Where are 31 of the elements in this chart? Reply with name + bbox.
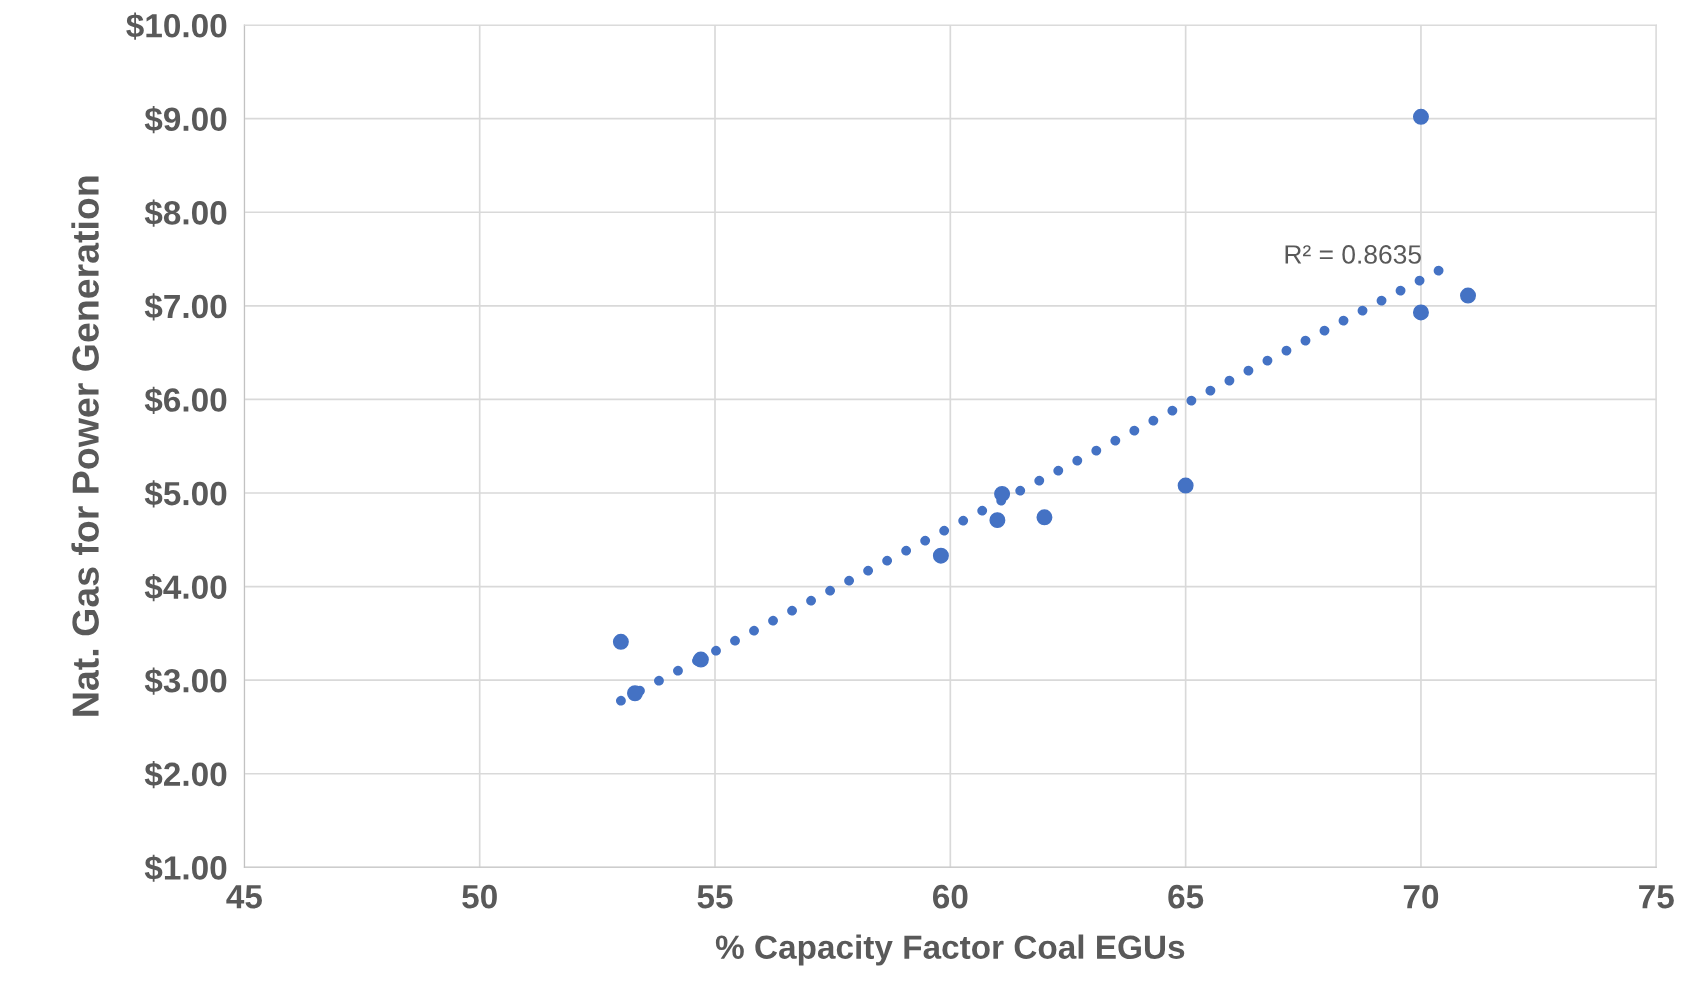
point <box>994 485 1011 502</box>
point <box>932 547 949 564</box>
point <box>1036 509 1053 526</box>
y-tick-label: $6.00 <box>144 386 227 414</box>
y-tick-label: $4.00 <box>144 573 227 602</box>
x-axis-title: % Capacity Factor Coal EGUs <box>715 934 1185 966</box>
y-tick-label: $1.00 <box>144 854 227 882</box>
x-tick-label: 60 <box>933 884 968 909</box>
y-tick-label: $9.00 <box>144 106 227 134</box>
y-tick-label: $3.00 <box>144 667 227 695</box>
point <box>989 512 1006 529</box>
x-tick-label: 45 <box>226 885 262 909</box>
point <box>612 633 629 650</box>
point <box>1412 304 1429 321</box>
y-tick-label: $10.00 <box>126 12 227 40</box>
y-tick-label: $7.00 <box>144 293 227 321</box>
point <box>1412 108 1429 125</box>
y-tick-label: $2.00 <box>144 761 227 789</box>
x-tick-label: 70 <box>1403 884 1439 909</box>
x-tick-label: 55 <box>697 885 733 909</box>
point <box>627 685 643 702</box>
point <box>1177 477 1194 494</box>
point <box>1460 287 1476 304</box>
annotation: R² = 0.8635 <box>1285 245 1421 264</box>
point <box>692 651 709 668</box>
x-tick-label: 50 <box>462 884 497 909</box>
y-tick-label: $8.00 <box>144 199 227 227</box>
x-tick-label: 65 <box>1168 884 1204 909</box>
x-tick-label: 75 <box>1639 885 1674 909</box>
y-tick-label: $5.00 <box>144 480 227 508</box>
y-axis-title: Nat. Gas for Power Generation <box>71 176 99 716</box>
